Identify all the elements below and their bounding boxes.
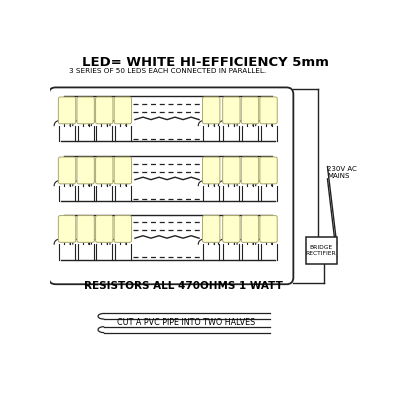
FancyBboxPatch shape	[114, 157, 132, 184]
FancyBboxPatch shape	[223, 157, 240, 184]
FancyBboxPatch shape	[58, 97, 76, 124]
Text: 3 SERIES OF 50 LEDS EACH CONNECTED IN PARALLEL.: 3 SERIES OF 50 LEDS EACH CONNECTED IN PA…	[69, 68, 266, 74]
Text: LED= WHITE HI-EFFICIENCY 5mm: LED= WHITE HI-EFFICIENCY 5mm	[82, 56, 328, 69]
FancyBboxPatch shape	[202, 97, 220, 124]
FancyBboxPatch shape	[96, 157, 113, 184]
FancyBboxPatch shape	[241, 216, 259, 242]
Text: BRIDGE
RECTIFIER: BRIDGE RECTIFIER	[306, 245, 337, 256]
FancyBboxPatch shape	[260, 97, 277, 124]
FancyBboxPatch shape	[202, 157, 220, 184]
FancyBboxPatch shape	[223, 216, 240, 242]
FancyBboxPatch shape	[260, 216, 277, 242]
Text: RESISTORS ALL 470OHMS 1 WATT: RESISTORS ALL 470OHMS 1 WATT	[84, 281, 283, 291]
FancyBboxPatch shape	[96, 216, 113, 242]
FancyBboxPatch shape	[58, 157, 76, 184]
FancyBboxPatch shape	[114, 97, 132, 124]
Text: 230V AC
MAINS: 230V AC MAINS	[328, 166, 357, 179]
FancyBboxPatch shape	[58, 216, 76, 242]
FancyBboxPatch shape	[77, 97, 94, 124]
FancyBboxPatch shape	[241, 157, 259, 184]
Text: CUT A PVC PIPE INTO TWO HALVES: CUT A PVC PIPE INTO TWO HALVES	[117, 318, 256, 327]
Bar	[306, 238, 337, 264]
FancyBboxPatch shape	[260, 157, 277, 184]
FancyBboxPatch shape	[96, 97, 113, 124]
FancyBboxPatch shape	[223, 97, 240, 124]
FancyBboxPatch shape	[77, 157, 94, 184]
FancyBboxPatch shape	[202, 216, 220, 242]
FancyBboxPatch shape	[114, 216, 132, 242]
FancyBboxPatch shape	[77, 216, 94, 242]
FancyBboxPatch shape	[241, 97, 259, 124]
